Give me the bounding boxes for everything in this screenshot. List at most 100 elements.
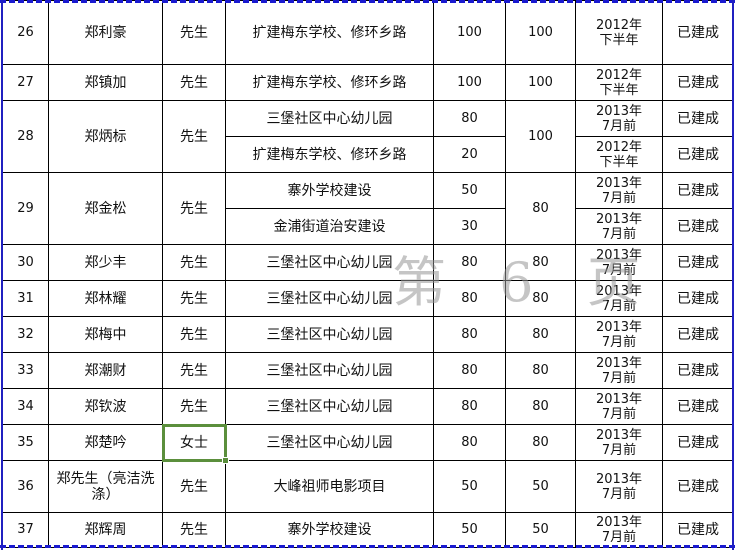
total-cell[interactable]: 50 [505, 512, 576, 548]
amount-cell[interactable]: 80 [433, 388, 506, 425]
project-cell[interactable]: 三堡社区中心幼儿园 [225, 280, 434, 317]
title-cell[interactable]: 先生 [162, 0, 226, 65]
status-cell[interactable]: 已建成 [662, 208, 734, 245]
amount-cell[interactable]: 80 [433, 100, 506, 137]
total-cell[interactable]: 80 [505, 172, 576, 245]
name-cell[interactable]: 郑辉周 [48, 512, 163, 548]
title-cell[interactable]: 先生 [162, 172, 226, 245]
time-cell[interactable]: 2013年 7月前 [575, 208, 663, 245]
amount-cell[interactable]: 50 [433, 460, 506, 513]
project-cell[interactable]: 三堡社区中心幼儿园 [225, 424, 434, 461]
amount-cell[interactable]: 50 [433, 172, 506, 209]
time-cell[interactable]: 2013年 7月前 [575, 460, 663, 513]
title-cell-selected[interactable]: 女士 [161, 423, 229, 464]
time-cell[interactable]: 2013年 7月前 [575, 512, 663, 548]
total-cell[interactable]: 80 [505, 316, 576, 353]
project-cell[interactable]: 扩建梅东学校、修环乡路 [225, 0, 434, 65]
project-cell[interactable]: 三堡社区中心幼儿园 [225, 244, 434, 281]
project-cell[interactable]: 寨外学校建设 [225, 512, 434, 548]
row-number-cell[interactable]: 32 [2, 316, 49, 353]
project-cell[interactable]: 金浦街道治安建设 [225, 208, 434, 245]
time-cell[interactable]: 2012年 下半年 [575, 136, 663, 173]
status-cell[interactable]: 已建成 [662, 100, 734, 137]
project-cell[interactable]: 大峰祖师电影项目 [225, 460, 434, 513]
project-cell[interactable]: 扩建梅东学校、修环乡路 [225, 64, 434, 101]
row-number-cell[interactable]: 28 [2, 100, 49, 173]
name-cell[interactable]: 郑林耀 [48, 280, 163, 317]
total-cell[interactable]: 80 [505, 352, 576, 389]
title-cell[interactable]: 先生 [162, 512, 226, 548]
status-cell[interactable]: 已建成 [662, 0, 734, 65]
row-number-cell[interactable]: 34 [2, 388, 49, 425]
amount-cell[interactable]: 100 [433, 64, 506, 101]
name-cell[interactable]: 郑先生（亮洁洗涤） [48, 460, 163, 513]
total-cell[interactable]: 80 [505, 280, 576, 317]
project-cell[interactable]: 寨外学校建设 [225, 172, 434, 209]
status-cell[interactable]: 已建成 [662, 136, 734, 173]
status-cell[interactable]: 已建成 [662, 424, 734, 461]
time-cell[interactable]: 2013年 7月前 [575, 316, 663, 353]
title-cell[interactable]: 先生 [162, 244, 226, 281]
total-cell[interactable]: 80 [505, 388, 576, 425]
name-cell[interactable]: 郑潮财 [48, 352, 163, 389]
title-cell[interactable]: 先生 [162, 388, 226, 425]
status-cell[interactable]: 已建成 [662, 388, 734, 425]
amount-cell[interactable]: 100 [433, 0, 506, 65]
title-cell[interactable]: 先生 [162, 64, 226, 101]
status-cell[interactable]: 已建成 [662, 316, 734, 353]
title-cell[interactable]: 先生 [162, 352, 226, 389]
project-cell[interactable]: 三堡社区中心幼儿园 [225, 100, 434, 137]
project-cell[interactable]: 三堡社区中心幼儿园 [225, 352, 434, 389]
status-cell[interactable]: 已建成 [662, 512, 734, 548]
amount-cell[interactable]: 80 [433, 424, 506, 461]
row-number-cell[interactable]: 30 [2, 244, 49, 281]
time-cell[interactable]: 2013年 7月前 [575, 424, 663, 461]
time-cell[interactable]: 2013年 7月前 [575, 388, 663, 425]
title-cell[interactable]: 先生 [162, 460, 226, 513]
name-cell[interactable]: 郑钦波 [48, 388, 163, 425]
title-cell[interactable]: 先生 [162, 280, 226, 317]
amount-cell[interactable]: 80 [433, 316, 506, 353]
status-cell[interactable]: 已建成 [662, 352, 734, 389]
time-cell[interactable]: 2013年 7月前 [575, 172, 663, 209]
status-cell[interactable]: 已建成 [662, 172, 734, 209]
amount-cell[interactable]: 50 [433, 512, 506, 548]
amount-cell[interactable]: 20 [433, 136, 506, 173]
total-cell[interactable]: 100 [505, 64, 576, 101]
status-cell[interactable]: 已建成 [662, 244, 734, 281]
amount-cell[interactable]: 80 [433, 244, 506, 281]
amount-cell[interactable]: 30 [433, 208, 506, 245]
time-cell[interactable]: 2012年 下半年 [575, 0, 663, 65]
title-cell[interactable]: 先生 [162, 100, 226, 173]
total-cell[interactable]: 80 [505, 424, 576, 461]
amount-cell[interactable]: 80 [433, 352, 506, 389]
total-cell[interactable]: 100 [505, 0, 576, 65]
status-cell[interactable]: 已建成 [662, 64, 734, 101]
total-cell[interactable]: 80 [505, 244, 576, 281]
time-cell[interactable]: 2013年 7月前 [575, 280, 663, 317]
name-cell[interactable]: 郑炳标 [48, 100, 163, 173]
status-cell[interactable]: 已建成 [662, 280, 734, 317]
row-number-cell[interactable]: 35 [2, 424, 49, 461]
row-number-cell[interactable]: 37 [2, 512, 49, 548]
name-cell[interactable]: 郑利豪 [48, 0, 163, 65]
status-cell[interactable]: 已建成 [662, 460, 734, 513]
fill-handle[interactable] [222, 457, 229, 464]
row-number-cell[interactable]: 27 [2, 64, 49, 101]
row-number-cell[interactable]: 31 [2, 280, 49, 317]
row-number-cell[interactable]: 36 [2, 460, 49, 513]
row-number-cell[interactable]: 29 [2, 172, 49, 245]
name-cell[interactable]: 郑金松 [48, 172, 163, 245]
total-cell[interactable]: 100 [505, 100, 576, 173]
time-cell[interactable]: 2012年 下半年 [575, 64, 663, 101]
row-number-cell[interactable]: 26 [2, 0, 49, 65]
name-cell[interactable]: 郑梅中 [48, 316, 163, 353]
title-cell[interactable]: 先生 [162, 316, 226, 353]
total-cell[interactable]: 50 [505, 460, 576, 513]
time-cell[interactable]: 2013年 7月前 [575, 100, 663, 137]
name-cell[interactable]: 郑镇加 [48, 64, 163, 101]
time-cell[interactable]: 2013年 7月前 [575, 244, 663, 281]
amount-cell[interactable]: 80 [433, 280, 506, 317]
project-cell[interactable]: 扩建梅东学校、修环乡路 [225, 136, 434, 173]
name-cell[interactable]: 郑楚吟 [48, 424, 163, 461]
